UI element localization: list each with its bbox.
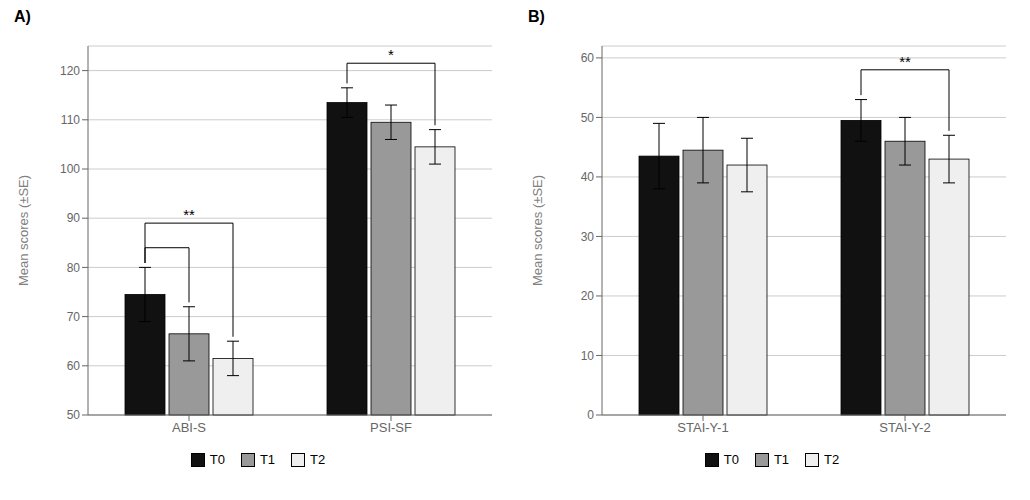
html-text:T0: T0 xyxy=(723,452,739,467)
svg-text:40: 40 xyxy=(581,170,595,184)
svg-text:*: * xyxy=(388,46,394,63)
svg-text:80: 80 xyxy=(67,261,81,275)
svg-text:50: 50 xyxy=(581,111,595,125)
html-text:T0: T0 xyxy=(209,452,225,467)
svg-text:**: ** xyxy=(899,53,911,70)
svg-text:110: 110 xyxy=(61,113,80,127)
svg-text:STAI-Y-2: STAI-Y-2 xyxy=(879,420,930,435)
svg-text:Mean scores (±SE): Mean scores (±SE) xyxy=(530,175,545,286)
svg-text:STAI-Y-1: STAI-Y-1 xyxy=(677,420,728,435)
svg-text:50: 50 xyxy=(67,408,81,422)
svg-text:0: 0 xyxy=(587,408,594,422)
svg-text:ABI-S: ABI-S xyxy=(172,420,206,435)
html-text:T1: T1 xyxy=(773,452,790,467)
svg-text:**: ** xyxy=(183,206,195,223)
svg-text:90: 90 xyxy=(67,211,81,225)
svg-text:30: 30 xyxy=(581,230,595,244)
svg-text:60: 60 xyxy=(67,359,81,373)
svg-text:PSI-SF: PSI-SF xyxy=(370,420,412,435)
html-text:T1: T1 xyxy=(259,452,276,467)
svg-text:120: 120 xyxy=(60,64,80,78)
html-text:B): B) xyxy=(528,8,545,25)
html-text:T2: T2 xyxy=(824,452,840,467)
svg-text:10: 10 xyxy=(581,349,595,363)
html-text:T2: T2 xyxy=(310,452,326,467)
svg-text:60: 60 xyxy=(581,51,595,65)
html-text:A): A) xyxy=(14,8,31,25)
svg-text:70: 70 xyxy=(67,310,81,324)
svg-text:100: 100 xyxy=(60,162,80,176)
svg-text:Mean scores (±SE): Mean scores (±SE) xyxy=(16,175,31,286)
svg-text:20: 20 xyxy=(581,289,595,303)
